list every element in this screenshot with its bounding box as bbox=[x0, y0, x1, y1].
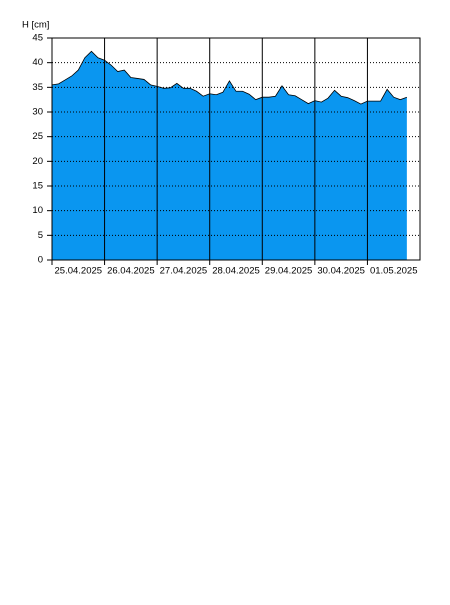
y-tick-label: 35 bbox=[32, 82, 43, 93]
x-tick-label: 25.04.2025 bbox=[55, 266, 103, 277]
x-tick-label: 28.04.2025 bbox=[212, 266, 260, 277]
y-tick-label: 45 bbox=[32, 33, 43, 44]
y-tick-label: 40 bbox=[32, 57, 43, 68]
x-tick-label: 01.05.2025 bbox=[370, 266, 418, 277]
x-tick-label: 30.04.2025 bbox=[317, 266, 365, 277]
x-tick-label: 26.04.2025 bbox=[107, 266, 155, 277]
y-tick-label: 0 bbox=[38, 255, 43, 266]
y-tick-label: 20 bbox=[32, 156, 43, 167]
plot-frame bbox=[51, 37, 421, 261]
x-tick-label: 29.04.2025 bbox=[265, 266, 313, 277]
y-tick-label: 15 bbox=[32, 181, 43, 192]
y-tick-label: 5 bbox=[38, 230, 43, 241]
y-tick-label: 25 bbox=[32, 131, 43, 142]
x-tick-label: 27.04.2025 bbox=[160, 266, 208, 277]
y-tick-label: 30 bbox=[32, 107, 43, 118]
y-tick-label: 10 bbox=[32, 205, 43, 216]
area bbox=[52, 51, 407, 260]
y-axis-label: H [cm] bbox=[22, 20, 49, 31]
area-outline bbox=[51, 50, 407, 105]
